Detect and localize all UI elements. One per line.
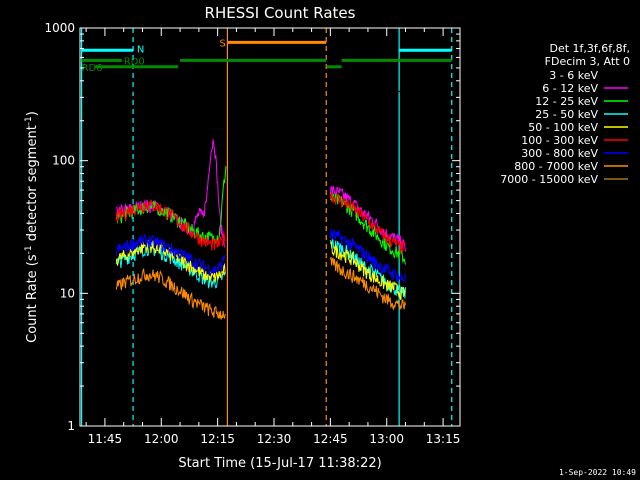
flag-bar-label: RD0 <box>124 56 145 67</box>
y-tick-label: 1 <box>67 419 75 433</box>
x-tick-label: 12:15 <box>200 432 235 446</box>
legend-label: 300 - 800 keV <box>521 147 598 160</box>
series-line <box>115 232 226 277</box>
x-tick-label: 11:45 <box>88 432 123 446</box>
x-tick-label: 12:45 <box>313 432 348 446</box>
series-line <box>330 86 406 151</box>
legend-header-line-2: FDecim 3, Att 0 <box>545 55 630 68</box>
data-series <box>115 84 406 320</box>
x-tick-label: 12:00 <box>144 432 179 446</box>
series-line <box>115 268 226 320</box>
legend-header-line-1: Det 1f,3f,6f,8f, <box>549 42 630 55</box>
series-line <box>329 192 406 256</box>
flag-bar-label: N <box>137 45 144 56</box>
y-tick-label: 1000 <box>44 21 75 35</box>
y-axis-label-sup-2: -1 <box>24 116 34 125</box>
flag-bar-label: RD6 <box>82 63 103 74</box>
legend-label: 100 - 300 keV <box>521 134 598 147</box>
legend: Det 1f,3f,6f,8f, FDecim 3, Att 0 3 - 6 k… <box>500 42 630 186</box>
series-line <box>329 241 406 301</box>
y-axis-label-part-3: ) <box>25 111 40 116</box>
y-axis-label-part-2: detector segment <box>25 125 40 245</box>
series-line <box>329 228 406 283</box>
legend-label: 3 - 6 keV <box>549 69 598 82</box>
y-tick-label: 10 <box>60 286 75 300</box>
series-line <box>115 199 226 251</box>
legend-label: 6 - 12 keV <box>542 82 598 95</box>
y-axis-label-part-1: Count Rate (s <box>25 254 40 343</box>
chart-title: RHESSI Count Rates <box>205 4 356 22</box>
plot-frame <box>79 27 461 427</box>
x-axis-label: Start Time (15-Jul-17 11:38:22) <box>178 456 381 471</box>
vertical-markers <box>81 28 453 426</box>
y-axis: 1 10 100 1000 <box>44 21 460 433</box>
series-line <box>115 166 227 246</box>
legend-label: 7000 - 15000 keV <box>500 173 598 186</box>
series-line <box>115 240 226 283</box>
legend-label: 50 - 100 keV <box>528 121 598 134</box>
y-axis-label-sup-1: -1 <box>24 245 34 254</box>
x-axis: 11:45 12:00 12:15 12:30 12:45 13:00 13:15 <box>85 28 461 446</box>
series-line <box>115 84 226 122</box>
x-tick-label: 13:15 <box>426 432 461 446</box>
series-line <box>329 185 406 252</box>
footer-date: 1-Sep-2022 10:49 <box>559 468 636 477</box>
plot-area: N S RD0 RD6 <box>81 28 453 426</box>
legend-label: 12 - 25 keV <box>535 95 598 108</box>
x-tick-label: 13:00 <box>369 432 404 446</box>
flag-bar-label: S <box>220 38 226 49</box>
series-line <box>329 256 406 311</box>
y-axis-label: Count Rate (s-1 detector segment-1) <box>24 111 40 343</box>
legend-label: 25 - 50 keV <box>535 108 598 121</box>
x-tick-label: 12:30 <box>257 432 292 446</box>
legend-label: 800 - 7000 keV <box>514 160 598 173</box>
flag-bars: N S RD0 RD6 <box>81 38 452 74</box>
y-tick-label: 100 <box>52 154 75 168</box>
